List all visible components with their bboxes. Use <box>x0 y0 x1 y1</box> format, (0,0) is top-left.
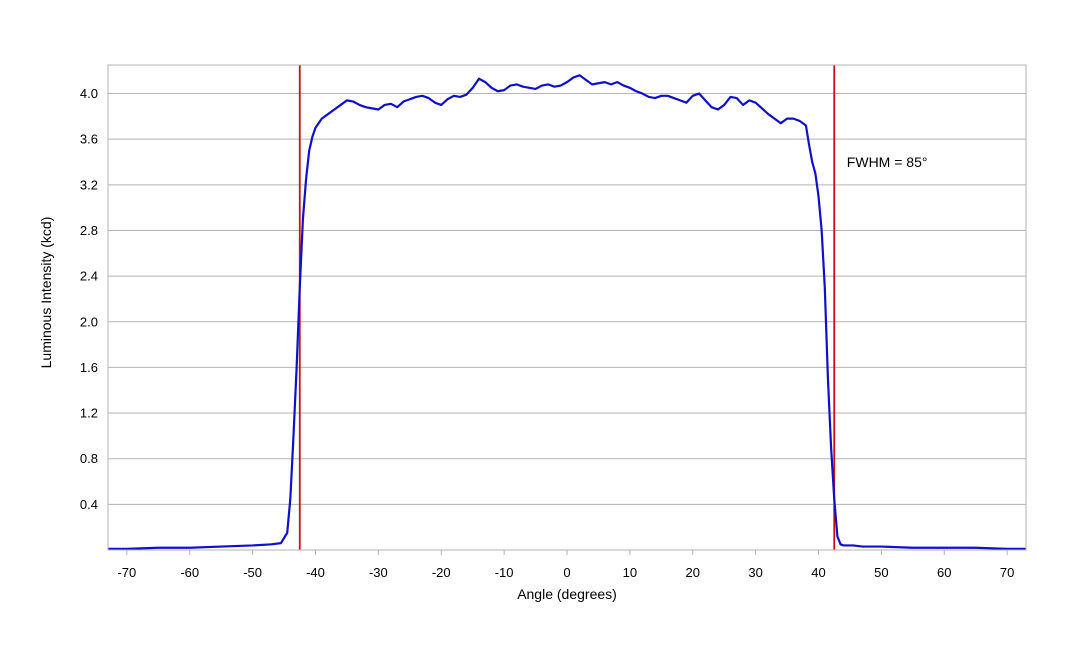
x-tick-label: 20 <box>686 565 700 580</box>
x-tick-label: -20 <box>432 565 451 580</box>
x-tick-label: -40 <box>306 565 325 580</box>
x-tick-label: 0 <box>563 565 570 580</box>
x-tick-label: 50 <box>874 565 888 580</box>
y-tick-label: 2.4 <box>80 269 98 284</box>
x-axis-title: Angle (degrees) <box>517 586 617 602</box>
y-tick-label: 1.2 <box>80 406 98 421</box>
x-tick-label: 30 <box>748 565 762 580</box>
x-tick-label: -70 <box>117 565 136 580</box>
y-tick-label: 3.6 <box>80 132 98 147</box>
x-tick-label: -50 <box>243 565 262 580</box>
y-tick-label: 2.8 <box>80 223 98 238</box>
plot-area <box>108 65 1026 550</box>
y-tick-label: 0.8 <box>80 451 98 466</box>
y-axis-title: Luminous Intensity (kcd) <box>38 217 54 369</box>
y-tick-label: 2.0 <box>80 314 98 329</box>
series-line <box>108 74 1026 550</box>
x-tick-label: -60 <box>180 565 199 580</box>
x-tick-label: 60 <box>937 565 951 580</box>
x-tick-labels: -70 -60 -50 -40 -30 -20 -10 0 10 20 30 40 50 60 70 <box>117 550 1014 580</box>
x-tick-label: 40 <box>811 565 825 580</box>
plot-frame <box>107 64 1027 551</box>
y-tick-labels: 0.4 0.8 1.2 1.6 2.0 2.4 2.8 3.2 3.6 4.0 <box>80 86 98 512</box>
y-tick-label: 1.6 <box>80 360 98 375</box>
y-tick-label: 3.2 <box>80 177 98 192</box>
y-tick-label: 4.0 <box>80 86 98 101</box>
x-tick-label: 10 <box>623 565 637 580</box>
x-tick-label: -10 <box>495 565 514 580</box>
grid-lines <box>108 93 1026 505</box>
x-tick-label: -30 <box>369 565 388 580</box>
y-tick-label: 0.4 <box>80 497 98 512</box>
x-tick-label: 70 <box>1000 565 1014 580</box>
fwhm-annotation: FWHM = 85° <box>847 154 928 170</box>
